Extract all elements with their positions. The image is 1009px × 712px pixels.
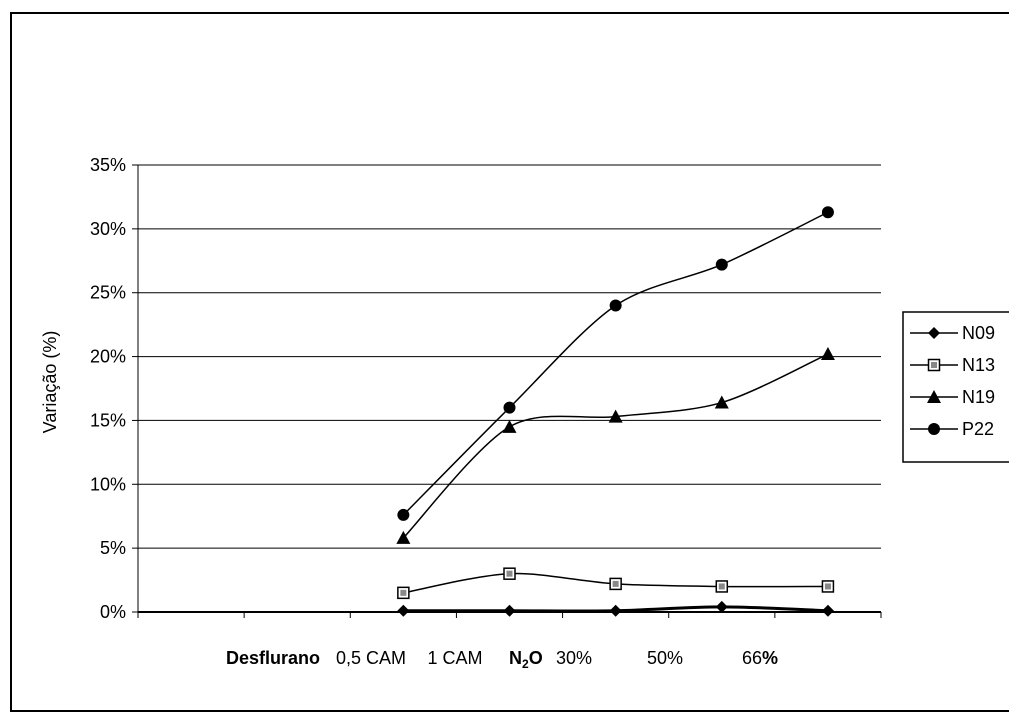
data-point-p22 (397, 508, 410, 521)
group-label-n2o: N2O (509, 648, 543, 671)
data-point-n13 (609, 577, 622, 591)
y-tick-label: 10% (90, 474, 126, 494)
x-tick-label: 50% (647, 648, 683, 668)
legend: N09 N13 N19 P22 (902, 311, 1009, 463)
data-point-n09 (821, 604, 834, 617)
data-point-n19 (396, 530, 411, 544)
legend-item-p22: P22 (910, 419, 994, 439)
data-point-n13 (715, 580, 729, 593)
legend-item-n19: N19 (910, 387, 995, 407)
y-tick-label: 5% (100, 538, 126, 558)
data-point-n13 (503, 567, 516, 580)
data-point-p22 (609, 299, 622, 312)
data-point-n13 (397, 586, 410, 600)
data-point-p22 (821, 206, 834, 219)
data-point-n09 (609, 604, 622, 617)
data-point-p22 (715, 258, 728, 271)
data-point-n09 (715, 600, 728, 613)
y-tick-label: 15% (90, 410, 126, 430)
series-markers (396, 206, 835, 617)
data-point-n19 (502, 419, 517, 433)
y-tick-label: 30% (90, 219, 126, 239)
group-label-desflurano: Desflurano (226, 648, 320, 668)
line-chart: 0% 5% 10% 15% 20% 25% 30% 35% Variação (%) Desf… (40, 155, 1009, 671)
x-tick-label: 0,5 CAM (336, 648, 406, 668)
legend-label: N09 (962, 323, 995, 343)
x-axis-labels: Desflurano 0,5 CAM 1 CAM 50% N2O 30% 66% (226, 648, 778, 671)
y-tick-label: 25% (90, 283, 126, 303)
data-point-n19 (608, 409, 623, 423)
y-axis-label: Variação (%) (40, 331, 60, 434)
data-point-p22 (503, 401, 516, 414)
y-tick-label: 35% (90, 155, 126, 175)
x-tick-label: 66% (742, 648, 778, 668)
x-tick-label: 1 CAM (427, 648, 482, 668)
y-axis-ticks: 0% 5% 10% 15% 20% 25% 30% 35% (90, 155, 138, 622)
legend-label: N19 (962, 387, 995, 407)
series-line-n19 (402, 353, 829, 539)
legend-label: P22 (962, 419, 994, 439)
x-tick-label: 30% (556, 648, 592, 668)
series-line-p22 (402, 211, 829, 516)
y-tick-label: 20% (90, 347, 126, 367)
legend-label: N13 (962, 355, 995, 375)
data-point-n19 (714, 395, 729, 409)
legend-item-n13: N13 (910, 355, 995, 375)
data-point-n09 (397, 604, 410, 617)
axes (137, 165, 882, 618)
gridlines (138, 164, 881, 549)
legend-item-n09: N09 (910, 323, 995, 343)
legend-box (902, 311, 1009, 463)
data-point-n19 (820, 347, 835, 361)
y-tick-label: 0% (100, 602, 126, 622)
data-point-n13 (821, 580, 835, 593)
data-point-n09 (503, 604, 516, 617)
